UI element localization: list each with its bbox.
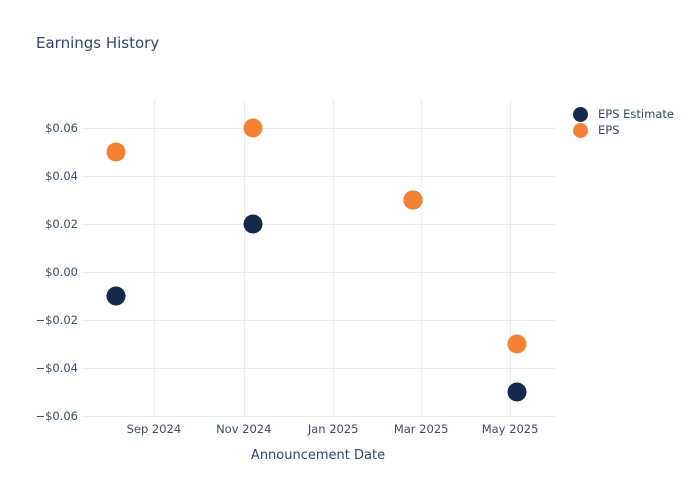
gridline-v <box>421 99 423 416</box>
point-eps-estimate[interactable] <box>243 214 263 234</box>
y-tick-label: $0.06 <box>45 121 78 136</box>
y-tick-label: $0.04 <box>45 169 78 184</box>
x-axis-title: Announcement Date <box>250 448 386 463</box>
gridline-v <box>153 99 155 416</box>
y-tick-label: $0.02 <box>45 217 78 232</box>
legend-item-eps-estimate[interactable]: EPS Estimate <box>573 106 674 122</box>
chart-title: Earnings History <box>36 34 160 52</box>
legend-marker-circle-icon <box>573 122 588 138</box>
x-tick-label: Mar 2025 <box>393 422 449 436</box>
point-eps-estimate[interactable] <box>106 286 126 306</box>
gridline-h <box>82 176 555 178</box>
gridline-h <box>82 368 555 370</box>
legend-item-eps[interactable]: EPS <box>573 122 674 138</box>
legend: EPS Estimate EPS <box>573 106 674 138</box>
gridline-h <box>82 224 555 226</box>
gridline-h <box>82 320 555 322</box>
point-eps[interactable] <box>403 190 423 210</box>
x-tick-label: May 2025 <box>481 422 539 436</box>
point-eps-estimate[interactable] <box>507 382 527 402</box>
y-tick-label: $0.00 <box>45 265 78 280</box>
gridline-h <box>82 272 555 274</box>
y-tick-label: −$0.04 <box>35 361 78 376</box>
point-eps[interactable] <box>507 334 527 354</box>
y-tick-label: −$0.02 <box>35 313 78 328</box>
legend-item-label: EPS <box>598 123 620 137</box>
y-tick-label: −$0.06 <box>35 409 78 423</box>
legend-marker-circle-icon <box>573 106 588 122</box>
legend-item-label: EPS Estimate <box>598 107 674 121</box>
gridline-h <box>82 416 555 417</box>
gridline-v <box>333 99 335 416</box>
point-eps[interactable] <box>106 142 126 162</box>
gridline-v <box>243 99 245 416</box>
gridline-v <box>510 99 512 416</box>
plot-area[interactable] <box>82 99 555 417</box>
x-tick-label: Sep 2024 <box>126 422 182 436</box>
x-tick-label: Jan 2025 <box>307 422 359 436</box>
gridline-h <box>82 128 555 130</box>
point-eps[interactable] <box>243 118 263 138</box>
x-tick-label: Nov 2024 <box>216 422 272 436</box>
